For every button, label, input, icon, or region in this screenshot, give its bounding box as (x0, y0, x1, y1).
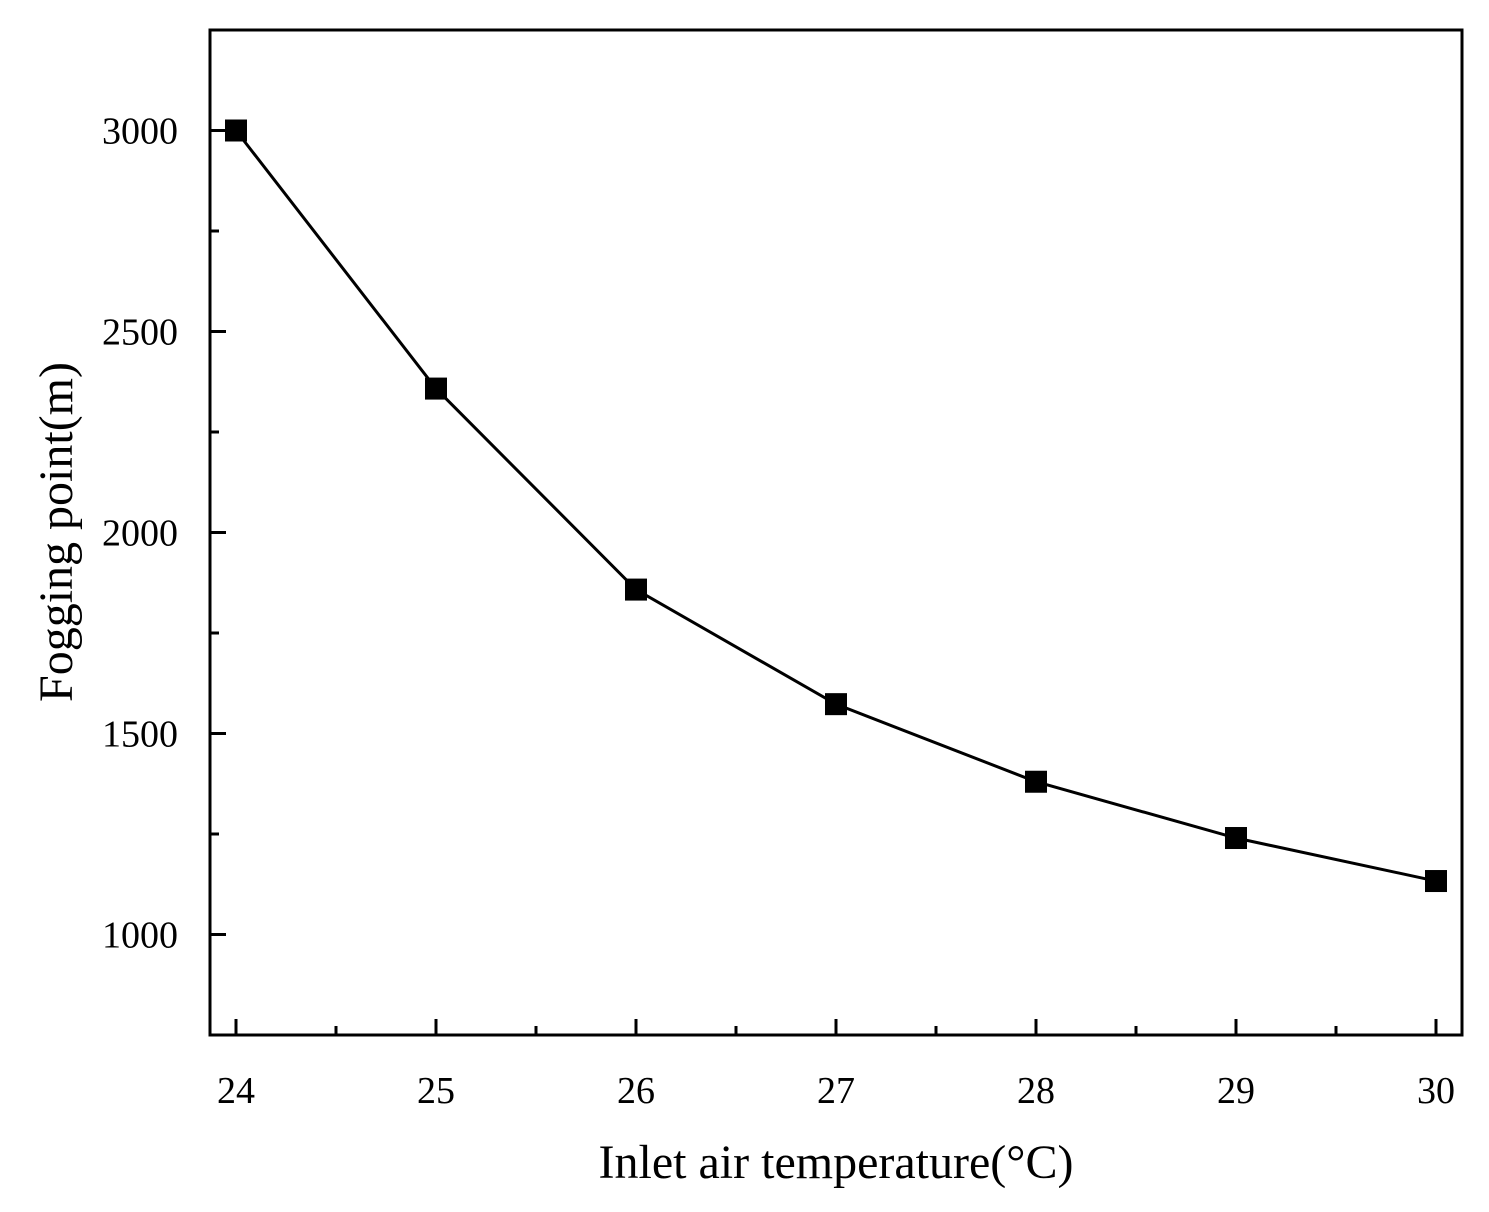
x-tick-label: 24 (217, 1070, 255, 1112)
data-point (1225, 827, 1247, 850)
x-tick-label: 27 (817, 1070, 855, 1112)
data-point (1025, 770, 1047, 793)
y-tick-label: 2000 (102, 513, 178, 555)
x-axis-title: Inlet air temperature(°C) (599, 1136, 1074, 1189)
plot-area (225, 119, 1447, 893)
y-axis: 1000 1500 2000 2500 3000 (102, 28, 226, 1037)
x-tick-label: 30 (1417, 1070, 1455, 1112)
y-tick-label: 3000 (102, 111, 178, 153)
x-tick-label: 25 (417, 1070, 455, 1112)
data-point (1425, 870, 1447, 893)
x-tick-label: 28 (1017, 1070, 1055, 1112)
x-axis: 24 25 26 27 28 29 30 (217, 1019, 1455, 1112)
x-tick-label: 26 (617, 1070, 655, 1112)
data-point (425, 377, 447, 400)
y-tick-label: 2500 (102, 312, 178, 354)
data-point (225, 119, 247, 142)
data-point (625, 578, 647, 601)
y-axis-title: Fogging point(m) (30, 362, 83, 702)
x-tick-label: 29 (1217, 1070, 1255, 1112)
data-point (825, 693, 847, 716)
y-tick-label: 1500 (102, 714, 178, 756)
y-tick-label: 1000 (102, 915, 178, 957)
